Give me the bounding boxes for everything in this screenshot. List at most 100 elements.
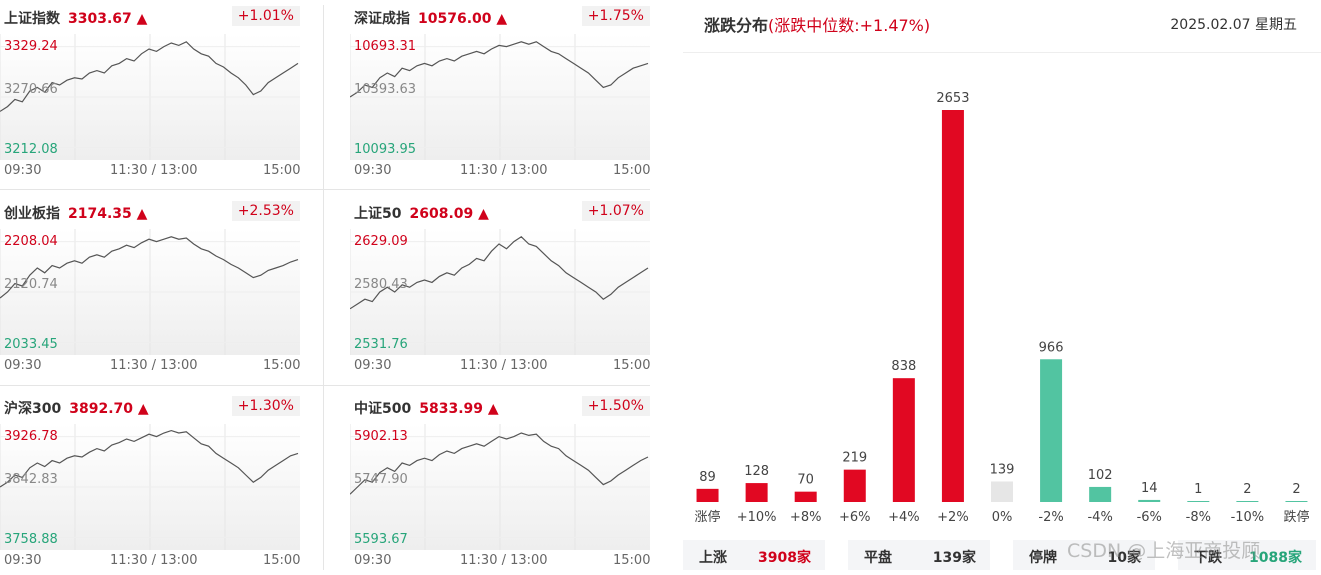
category-label: 0% (992, 510, 1013, 525)
up-arrow-icon: ▲ (136, 206, 148, 222)
stat-up: 上涨 3908家 (683, 540, 825, 570)
intraday-chart: 10693.31 10393.63 10093.95 (350, 34, 650, 160)
high-label: 5902.13 (354, 429, 408, 444)
index-price: 2174.35 ▲ (68, 206, 148, 222)
bar (843, 469, 866, 502)
bar-value-label: 102 (1088, 468, 1113, 483)
time-end: 15:00 (263, 163, 301, 178)
high-label: 2208.04 (4, 234, 58, 249)
time-mid: 11:30 / 13:00 (110, 553, 198, 568)
bar (1285, 501, 1308, 502)
category-label: -6% (1137, 510, 1162, 525)
change-badge: +1.50% (581, 396, 650, 416)
watermark: CSDN @上海亚商投顾 (1067, 540, 1261, 562)
mid-label: 10393.63 (354, 82, 417, 97)
time-end: 15:00 (613, 358, 651, 373)
bar-value-label: 219 (842, 451, 867, 466)
high-label: 3329.24 (4, 39, 58, 54)
category-label: +8% (790, 510, 822, 525)
up-arrow-icon: ▲ (136, 11, 148, 27)
category-label: 跌停 (1283, 509, 1309, 525)
mid-label: 2120.74 (4, 277, 58, 292)
index-price: 3892.70 ▲ (69, 401, 149, 417)
bar (1089, 486, 1112, 502)
bar-value-label: 128 (744, 464, 769, 479)
index-card[interactable]: 上证指数 3303.67 ▲ +1.01% 3329.24 3270.66 321… (0, 0, 300, 185)
price-line (0, 236, 299, 299)
change-badge: +1.30% (231, 396, 300, 416)
bar-value-label: 1 (1194, 482, 1202, 497)
low-label: 3212.08 (4, 142, 58, 157)
mid-label: 3842.83 (4, 472, 58, 487)
low-label: 2033.45 (4, 337, 58, 352)
price-line (0, 41, 299, 112)
index-name: 沪深300 (4, 401, 62, 417)
bar (696, 488, 719, 502)
index-header: 创业板指 2174.35 ▲ (4, 203, 147, 223)
price-line (350, 41, 649, 98)
index-header: 上证指数 3303.67 ▲ (4, 8, 147, 28)
sparkline-svg (0, 34, 300, 160)
time-start: 09:30 (4, 163, 42, 178)
sparkline-svg (0, 229, 300, 355)
category-label: -2% (1038, 510, 1063, 525)
mid-label: 2580.43 (354, 277, 408, 292)
change-badge: +1.01% (231, 6, 300, 26)
up-arrow-icon: ▲ (496, 11, 508, 27)
low-label: 5593.67 (354, 532, 408, 547)
time-end: 15:00 (613, 163, 651, 178)
category-label: -10% (1231, 510, 1265, 525)
intraday-chart: 2208.04 2120.74 2033.45 (0, 229, 300, 355)
category-label: +2% (937, 510, 969, 525)
bar-value-label: 139 (990, 462, 1015, 477)
up-arrow-icon: ▲ (137, 401, 149, 417)
stat-down: 下跌 1088家 (1178, 540, 1316, 570)
index-card[interactable]: 深证成指 10576.00 ▲ +1.75% 10693.31 10393.63 … (350, 0, 650, 185)
bar (941, 110, 964, 502)
change-badge: +1.75% (581, 6, 650, 26)
bar-value-label: 2 (1243, 482, 1251, 497)
index-name: 深证成指 (354, 11, 410, 27)
bar-value-label: 14 (1141, 481, 1158, 496)
change-badge: +2.53% (231, 201, 300, 221)
high-label: 10693.31 (354, 39, 417, 54)
bar-value-label: 966 (1039, 340, 1064, 355)
index-price: 5833.99 ▲ (419, 401, 499, 417)
category-label: +4% (888, 510, 920, 525)
index-name: 创业板指 (4, 206, 60, 222)
index-card[interactable]: 中证500 5833.99 ▲ +1.50% 5902.13 5747.90 55… (350, 390, 650, 575)
index-card[interactable]: 创业板指 2174.35 ▲ +2.53% 2208.04 2120.74 203… (0, 195, 300, 380)
low-label: 10093.95 (354, 142, 417, 157)
up-arrow-icon: ▲ (487, 401, 499, 417)
intraday-chart: 5902.13 5747.90 5593.67 (350, 424, 650, 550)
bar (745, 483, 768, 502)
index-price: 2608.09 ▲ (409, 206, 489, 222)
time-start: 09:30 (354, 358, 392, 373)
index-card[interactable]: 沪深300 3892.70 ▲ +1.30% 3926.78 3842.83 37… (0, 390, 300, 575)
bar (1187, 501, 1210, 502)
index-name: 中证500 (354, 401, 412, 417)
index-name: 上证指数 (4, 11, 60, 27)
change-badge: +1.07% (581, 201, 650, 221)
price-line (0, 429, 299, 488)
time-mid: 11:30 / 13:00 (460, 553, 548, 568)
time-start: 09:30 (4, 358, 42, 373)
category-label: 涨停 (695, 509, 721, 525)
date-label: 2025.02.07 星期五 (1170, 17, 1297, 33)
index-price: 10576.00 ▲ (418, 11, 508, 27)
index-header: 中证500 5833.99 ▲ (354, 398, 499, 418)
intraday-chart: 3329.24 3270.66 3212.08 (0, 34, 300, 160)
index-price: 3303.67 ▲ (68, 11, 148, 27)
price-line (350, 236, 649, 310)
category-label: -8% (1186, 510, 1211, 525)
low-label: 2531.76 (354, 337, 408, 352)
sparkline-svg (350, 229, 650, 355)
row-divider (0, 385, 650, 386)
time-start: 09:30 (354, 553, 392, 568)
index-header: 深证成指 10576.00 ▲ (354, 8, 507, 28)
index-card[interactable]: 上证50 2608.09 ▲ +1.07% 2629.09 2580.43 253… (350, 195, 650, 380)
bar-value-label: 70 (797, 473, 814, 488)
bar-value-label: 2653 (936, 91, 969, 106)
stat-flat: 平盘 139家 (848, 540, 990, 570)
index-header: 上证50 2608.09 ▲ (354, 203, 489, 223)
